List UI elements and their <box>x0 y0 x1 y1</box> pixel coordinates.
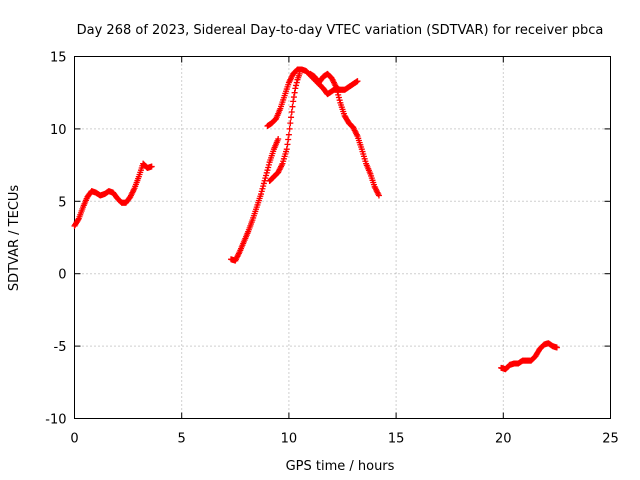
data-layer <box>71 66 560 373</box>
x-tick-label: 10 <box>281 432 298 447</box>
y-tick-label: 15 <box>50 51 67 66</box>
data-point <box>288 114 295 121</box>
data-point <box>263 169 270 176</box>
data-point <box>265 161 272 168</box>
chart-title: Day 268 of 2023, Sidereal Day-to-day VTE… <box>77 23 604 38</box>
data-point <box>285 131 292 138</box>
data-point <box>291 89 298 96</box>
data-point <box>287 120 294 127</box>
data-point <box>264 167 271 174</box>
y-tick-label: -5 <box>54 340 67 355</box>
data-point <box>354 78 361 85</box>
data-point <box>333 86 340 93</box>
x-tick-label: 5 <box>178 432 186 447</box>
data-series-segment-3 <box>266 70 303 185</box>
x-tick-label: 20 <box>495 432 512 447</box>
data-point <box>293 79 300 86</box>
y-tick-label: 5 <box>58 195 66 210</box>
data-series-segment-5 <box>307 70 382 199</box>
data-point <box>275 136 282 143</box>
data-point <box>335 94 342 101</box>
y-axis-label: SDTVAR / TECUs <box>7 185 22 292</box>
data-point <box>553 344 560 351</box>
data-point <box>286 125 293 132</box>
data-point <box>265 164 272 171</box>
data-point <box>375 192 382 199</box>
data-point <box>258 191 265 198</box>
y-tick-label: 0 <box>58 268 66 283</box>
ticks-layer: 0 5 10 15 20 25 -10 -5 0 5 10 15 <box>45 51 619 447</box>
data-series-segment-4 <box>264 66 361 130</box>
data-point <box>258 188 265 195</box>
x-tick-label: 0 <box>70 432 78 447</box>
data-point <box>262 175 269 182</box>
data-point <box>75 216 82 223</box>
y-tick-label: -10 <box>45 413 66 428</box>
data-point <box>259 185 266 192</box>
data-point <box>292 85 299 92</box>
data-point <box>148 163 155 170</box>
data-point <box>288 109 295 116</box>
data-point <box>290 94 297 101</box>
data-series-segment-2 <box>228 136 282 264</box>
x-axis-label: GPS time / hours <box>286 459 395 474</box>
data-point <box>284 141 291 148</box>
data-point <box>334 89 341 96</box>
x-tick-label: 15 <box>388 432 405 447</box>
y-tick-label: 10 <box>50 123 67 138</box>
data-point <box>285 136 292 143</box>
data-point <box>261 177 268 184</box>
data-point <box>283 146 290 153</box>
data-series-segment-6 <box>498 340 560 373</box>
plot-frame <box>74 56 611 419</box>
data-point <box>260 180 267 187</box>
x-tick-label: 25 <box>602 432 619 447</box>
data-point <box>263 172 270 179</box>
data-point <box>336 97 343 104</box>
data-series-segment-1 <box>71 160 155 229</box>
data-point <box>260 183 267 190</box>
data-point <box>333 83 340 90</box>
data-point <box>289 103 296 110</box>
frame-layer <box>74 56 611 419</box>
data-point <box>290 98 297 105</box>
data-point <box>335 91 342 98</box>
data-point <box>293 82 300 89</box>
